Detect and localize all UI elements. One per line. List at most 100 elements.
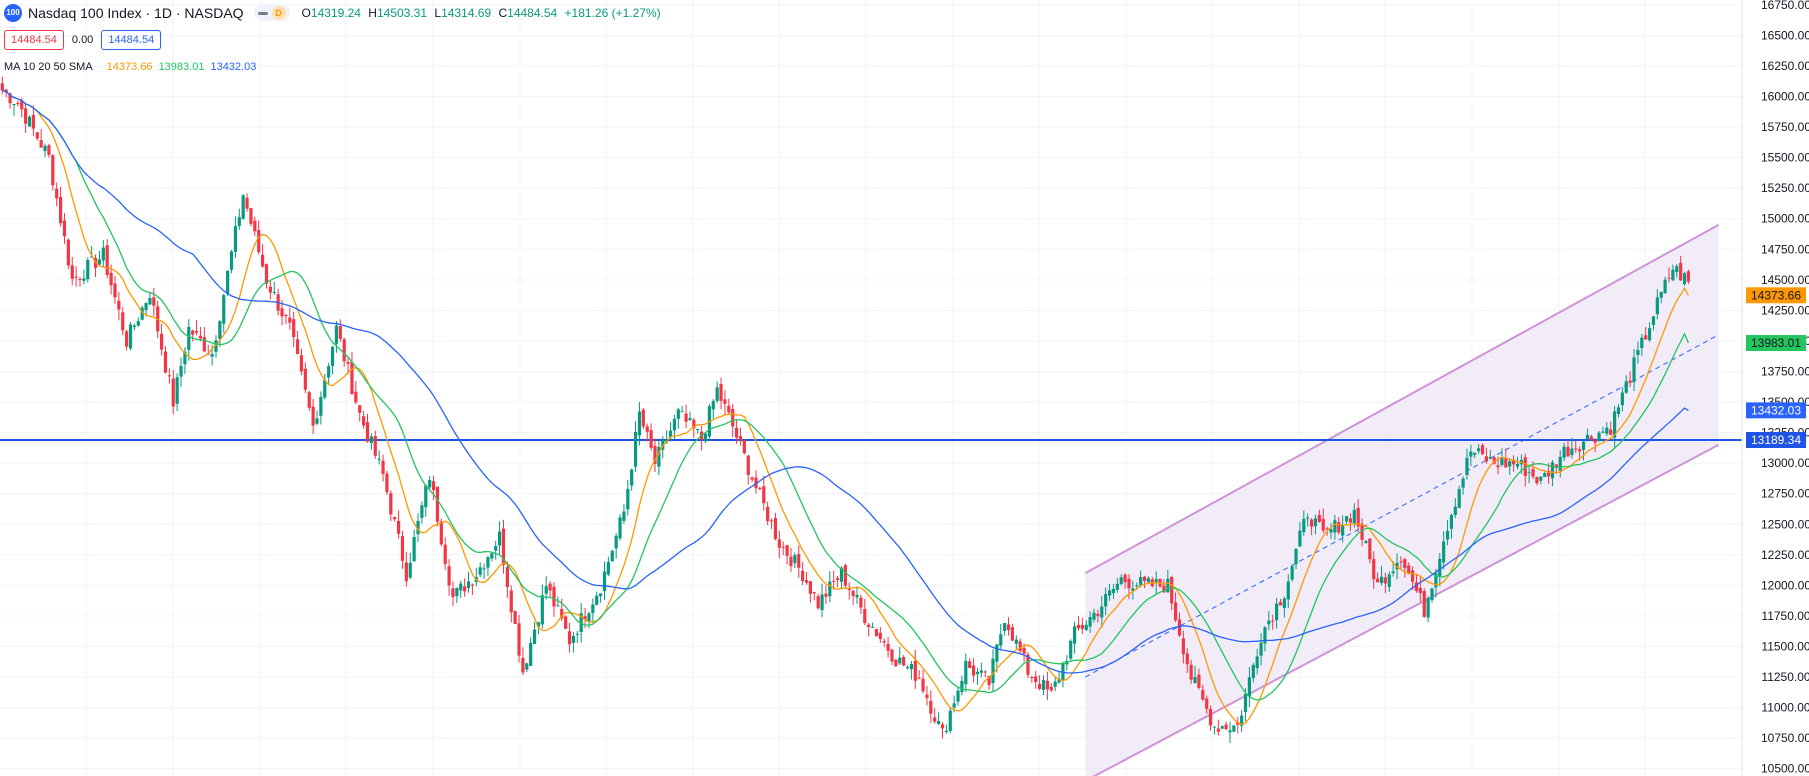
candle-body bbox=[12, 103, 16, 106]
candle-body bbox=[874, 629, 879, 637]
candle-body bbox=[1181, 638, 1185, 655]
candle-body bbox=[944, 730, 948, 733]
candle-body bbox=[804, 580, 809, 583]
candle-body bbox=[1546, 470, 1551, 477]
candle-body bbox=[1142, 576, 1147, 582]
candle-body bbox=[1162, 585, 1166, 593]
candle-body bbox=[1146, 578, 1150, 583]
candle-body bbox=[369, 436, 373, 444]
candle-body bbox=[1290, 566, 1294, 580]
candle-body bbox=[1477, 448, 1481, 452]
price-axis-tick-label: 12500.00 bbox=[1761, 517, 1809, 531]
candle-body bbox=[1376, 578, 1380, 583]
candle-body bbox=[1449, 514, 1454, 529]
candle-body bbox=[1298, 530, 1302, 547]
candle-body bbox=[58, 196, 63, 224]
candle-body bbox=[144, 303, 148, 311]
price-axis-tick-label: 16750.00 bbox=[1761, 0, 1809, 12]
candle-body bbox=[43, 145, 47, 152]
candle-body bbox=[602, 571, 607, 592]
candle-body bbox=[968, 661, 972, 668]
ohlc-values: O14319.24 H14503.31 L14314.69 C14484.54 … bbox=[301, 6, 661, 20]
candle-body bbox=[1131, 588, 1135, 591]
price-axis-tick-label: 10500.00 bbox=[1761, 762, 1809, 776]
price-axis-tick-label: 16250.00 bbox=[1761, 59, 1809, 73]
chart-title[interactable]: Nasdaq 100 Index · 1D · NASDAQ bbox=[28, 5, 244, 21]
candle-body bbox=[703, 433, 708, 442]
candle-body bbox=[1154, 579, 1158, 584]
candle-body bbox=[1088, 616, 1092, 627]
candle-body bbox=[55, 188, 59, 199]
candle-body bbox=[1457, 489, 1461, 508]
candle-body bbox=[1671, 269, 1675, 281]
candle-body bbox=[350, 361, 354, 395]
candle-body bbox=[1313, 518, 1318, 527]
candle-body bbox=[1465, 457, 1469, 475]
ma-legend[interactable]: MA 10 20 50 SMA 14373.66 13983.01 13432.… bbox=[4, 58, 665, 76]
chart-legend: 100 Nasdaq 100 Index · 1D · NASDAQ D O14… bbox=[4, 4, 665, 76]
candle-body bbox=[680, 411, 684, 413]
candle-body bbox=[1609, 429, 1613, 435]
candle-body bbox=[288, 317, 292, 323]
candle-body bbox=[548, 583, 552, 591]
candle-body bbox=[1018, 641, 1022, 652]
candle-body bbox=[948, 710, 952, 731]
candle-body bbox=[1562, 446, 1566, 458]
candle-body bbox=[1306, 517, 1310, 519]
candle-body bbox=[334, 325, 339, 344]
candle-body bbox=[179, 365, 183, 377]
price-axis-tick-label: 13000.00 bbox=[1761, 456, 1809, 470]
candle-body bbox=[766, 506, 770, 522]
candle-body bbox=[591, 604, 595, 614]
candle-body bbox=[762, 486, 766, 504]
candle-body bbox=[163, 351, 168, 373]
price-axis-tick-label: 10750.00 bbox=[1761, 731, 1809, 745]
buy-price-button[interactable]: 14484.54 bbox=[101, 30, 162, 50]
candle-body bbox=[583, 616, 587, 620]
candle-body bbox=[1321, 518, 1325, 531]
candle-body bbox=[505, 567, 509, 588]
candle-body bbox=[808, 581, 812, 594]
ma-legend-label: MA 10 20 50 SMA bbox=[4, 61, 93, 73]
candle-body bbox=[828, 581, 832, 597]
candle-body bbox=[1368, 538, 1372, 560]
candle-body bbox=[1461, 478, 1465, 488]
candle-body bbox=[1395, 562, 1399, 570]
candle-body bbox=[385, 473, 389, 493]
candle-body bbox=[1558, 456, 1562, 471]
candle-body bbox=[1337, 522, 1341, 533]
candle-body bbox=[354, 391, 358, 403]
candle-body bbox=[1255, 656, 1259, 669]
candle-body bbox=[136, 321, 140, 326]
ma50-line bbox=[2, 89, 1689, 674]
candle-body bbox=[1057, 678, 1061, 683]
candle-body bbox=[1554, 464, 1558, 468]
candle-body bbox=[1387, 574, 1391, 587]
candle-body bbox=[1550, 462, 1555, 479]
candle-body bbox=[299, 355, 304, 372]
candle-body bbox=[630, 469, 634, 486]
candle-body bbox=[1205, 698, 1209, 709]
candle-body bbox=[62, 220, 67, 237]
candle-body bbox=[377, 458, 381, 460]
price-axis-tick-label: 14750.00 bbox=[1761, 242, 1809, 256]
candle-body bbox=[307, 392, 311, 408]
candle-body bbox=[412, 537, 416, 562]
candle-body bbox=[1667, 277, 1671, 279]
candle-body bbox=[171, 378, 175, 407]
candle-body bbox=[711, 401, 715, 410]
sell-price-button[interactable]: 14484.54 bbox=[4, 30, 64, 50]
candle-body bbox=[451, 588, 455, 597]
candle-body bbox=[1100, 606, 1104, 618]
candle-body bbox=[529, 642, 533, 666]
candle-body bbox=[494, 546, 498, 551]
candle-body bbox=[614, 535, 618, 549]
candle-body bbox=[921, 678, 925, 692]
ma20-value: 13983.01 bbox=[158, 61, 205, 73]
interval-toggle[interactable]: D bbox=[253, 5, 290, 21]
candle-body bbox=[1341, 524, 1345, 536]
candle-body bbox=[1309, 519, 1314, 527]
candle-body bbox=[268, 286, 272, 293]
candle-body bbox=[971, 665, 976, 676]
